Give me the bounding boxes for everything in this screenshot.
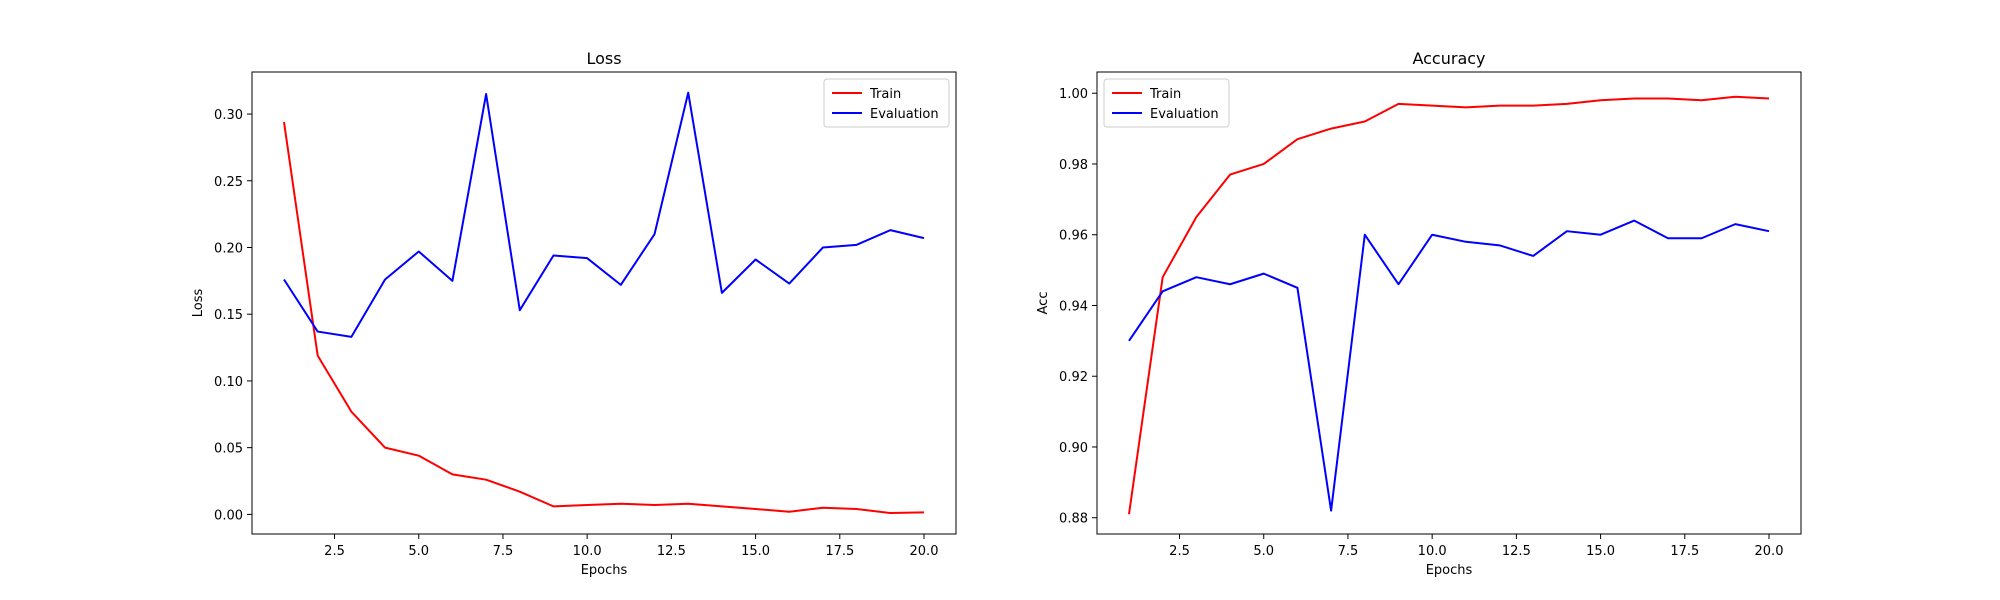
x-tick-label: 5.0 <box>1253 544 1274 559</box>
y-tick-label: 0.94 <box>1059 299 1088 314</box>
x-tick-label: 5.0 <box>408 544 429 559</box>
plot-area-frame <box>251 71 957 535</box>
legend-box <box>1103 78 1230 128</box>
x-tick-label: 2.5 <box>1169 544 1190 559</box>
y-axis-label: Loss <box>191 289 206 318</box>
x-tick-label: 7.5 <box>1338 544 1359 559</box>
x-tick-label: 7.5 <box>493 544 514 559</box>
accuracy-chart: Accuracy Epochs Acc 2.5 5.0 7.5 10.0 12.5 15.… <box>1036 49 1802 578</box>
y-tick-label: 0.15 <box>214 308 243 323</box>
series-line-evaluation <box>1128 219 1770 512</box>
legend: Train Evaluation <box>1103 78 1230 128</box>
chart-title: Loss <box>586 49 621 68</box>
x-tick-label: 17.5 <box>825 544 854 559</box>
legend-label-train: Train <box>1149 87 1181 102</box>
x-tick-label: 10.0 <box>573 544 602 559</box>
y-tick-label: 0.88 <box>1059 512 1088 527</box>
x-tick-label: 12.5 <box>1502 544 1531 559</box>
series-line-evaluation <box>283 91 925 338</box>
series-line-train <box>283 121 925 515</box>
y-tick-label: 0.20 <box>214 241 243 256</box>
legend-box <box>823 78 950 128</box>
chart-title: Accuracy <box>1412 49 1485 68</box>
y-tick-label: 0.25 <box>214 175 243 190</box>
series-line-train <box>1128 95 1770 515</box>
y-tick-label: 0.96 <box>1059 229 1088 244</box>
legend-label-train: Train <box>869 87 901 102</box>
legend: Train Evaluation <box>823 78 950 128</box>
y-tick-label: 0.00 <box>214 508 243 523</box>
x-tick-label: 10.0 <box>1418 544 1447 559</box>
y-axis-label: Acc <box>1036 292 1051 315</box>
y-tick-label: 0.90 <box>1059 441 1088 456</box>
x-tick-label: 15.0 <box>1586 544 1615 559</box>
y-tick-label: 1.00 <box>1059 87 1088 102</box>
x-tick-label: 12.5 <box>657 544 686 559</box>
y-tick-label: 0.05 <box>214 442 243 457</box>
y-tick-label: 0.98 <box>1059 158 1088 173</box>
x-tick-label: 15.0 <box>741 544 770 559</box>
x-axis-label: Epochs <box>1426 563 1473 578</box>
y-tick-label: 0.10 <box>214 375 243 390</box>
legend-label-evaluation: Evaluation <box>1150 107 1219 122</box>
x-tick-label: 17.5 <box>1670 544 1699 559</box>
x-tick-label: 20.0 <box>910 544 939 559</box>
loss-chart: Loss Epochs Loss 2.5 5.0 7.5 10.0 12.5 15.0 17… <box>191 49 957 578</box>
x-tick-label: 20.0 <box>1755 544 1784 559</box>
y-tick-label: 0.30 <box>214 108 243 123</box>
plot-area-frame <box>1096 71 1802 535</box>
x-axis-label: Epochs <box>581 563 628 578</box>
y-tick-label: 0.92 <box>1059 370 1088 385</box>
legend-label-evaluation: Evaluation <box>870 107 939 122</box>
x-tick-label: 2.5 <box>324 544 345 559</box>
